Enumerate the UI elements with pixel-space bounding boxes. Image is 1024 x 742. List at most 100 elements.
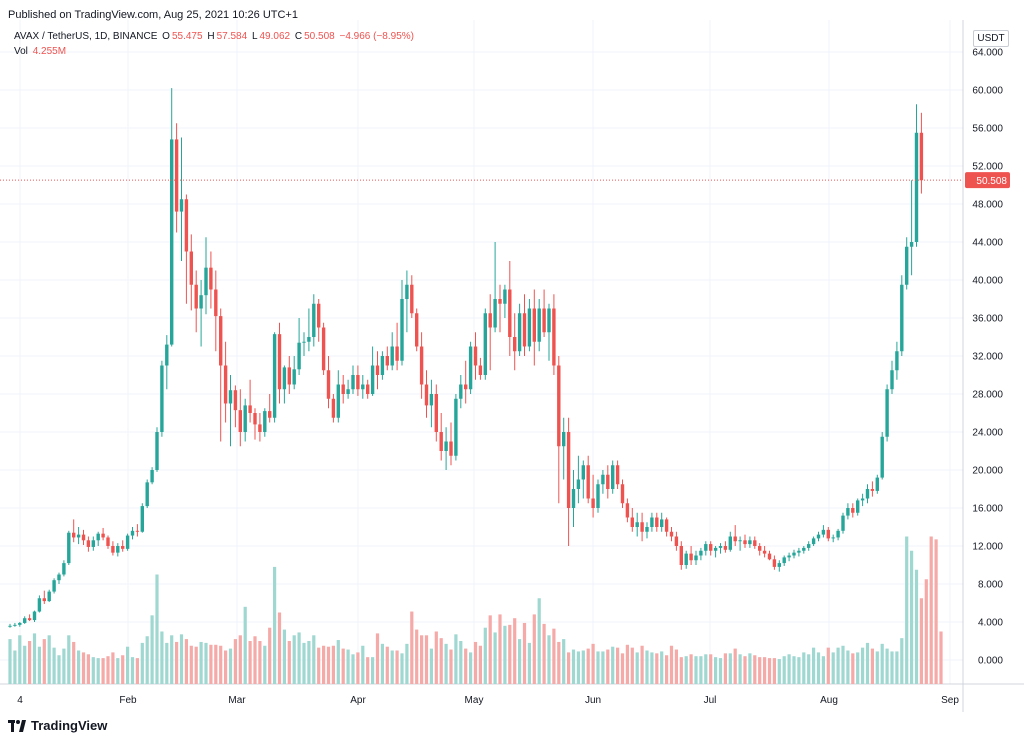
candle[interactable] xyxy=(135,530,140,532)
candle[interactable] xyxy=(890,370,894,390)
candle[interactable] xyxy=(777,563,781,567)
candle[interactable] xyxy=(341,384,345,395)
candle[interactable] xyxy=(214,289,218,317)
candle[interactable] xyxy=(914,132,919,242)
candle[interactable] xyxy=(272,334,277,418)
candle[interactable] xyxy=(72,532,76,538)
candle[interactable] xyxy=(841,515,845,531)
candle[interactable] xyxy=(424,384,429,406)
candle[interactable] xyxy=(566,432,571,508)
candle[interactable] xyxy=(165,344,169,366)
candle[interactable] xyxy=(62,563,66,575)
candle[interactable] xyxy=(493,299,497,328)
candle[interactable] xyxy=(664,519,669,532)
candle[interactable] xyxy=(155,432,159,470)
candle[interactable] xyxy=(42,598,46,602)
tradingview-logo[interactable]: TradingView xyxy=(8,718,107,733)
candle[interactable] xyxy=(645,527,649,532)
candle[interactable] xyxy=(361,384,365,390)
candle[interactable] xyxy=(591,498,595,509)
candle[interactable] xyxy=(385,356,389,366)
candle[interactable] xyxy=(709,544,713,551)
candle[interactable] xyxy=(351,375,355,390)
candle[interactable] xyxy=(655,517,659,528)
candle[interactable] xyxy=(860,498,865,501)
candle[interactable] xyxy=(811,538,816,545)
candle[interactable] xyxy=(8,625,12,627)
vol-label[interactable]: Vol xyxy=(14,46,28,57)
candle[interactable] xyxy=(130,530,135,536)
candle[interactable] xyxy=(581,465,585,480)
candle[interactable] xyxy=(307,337,311,342)
candle[interactable] xyxy=(880,436,884,478)
candle[interactable] xyxy=(219,316,223,366)
candle[interactable] xyxy=(145,482,149,507)
candle[interactable] xyxy=(37,598,42,612)
candle[interactable] xyxy=(733,536,737,542)
candle[interactable] xyxy=(856,500,860,513)
candle[interactable] xyxy=(292,369,296,385)
candle[interactable] xyxy=(630,517,634,528)
candle[interactable] xyxy=(346,389,350,394)
candle[interactable] xyxy=(263,411,267,432)
candle[interactable] xyxy=(410,284,414,314)
candle[interactable] xyxy=(76,534,81,538)
candle[interactable] xyxy=(601,474,605,485)
candle[interactable] xyxy=(851,508,855,513)
candle[interactable] xyxy=(444,441,448,452)
candle[interactable] xyxy=(23,618,27,623)
candle[interactable] xyxy=(317,303,321,328)
candle[interactable] xyxy=(140,506,144,532)
candle[interactable] xyxy=(160,365,164,433)
candle[interactable] xyxy=(52,580,56,592)
candle[interactable] xyxy=(606,474,610,489)
candle[interactable] xyxy=(527,308,532,347)
candle[interactable] xyxy=(900,284,904,352)
candle[interactable] xyxy=(846,508,850,516)
candle[interactable] xyxy=(370,365,375,395)
candle[interactable] xyxy=(885,389,889,437)
candle[interactable] xyxy=(194,284,198,309)
candle[interactable] xyxy=(723,546,728,550)
candle[interactable] xyxy=(13,624,17,626)
candle[interactable] xyxy=(660,519,664,527)
candle[interactable] xyxy=(321,327,326,371)
candle[interactable] xyxy=(238,410,242,432)
candle[interactable] xyxy=(767,553,772,560)
candle[interactable] xyxy=(517,313,522,352)
candle[interactable] xyxy=(640,522,644,532)
candle[interactable] xyxy=(356,375,360,390)
candle[interactable] xyxy=(738,540,742,542)
candle[interactable] xyxy=(718,546,723,548)
candle[interactable] xyxy=(248,405,252,413)
candle[interactable] xyxy=(684,553,688,565)
candle[interactable] xyxy=(513,337,517,352)
candle[interactable] xyxy=(395,346,399,361)
candle[interactable] xyxy=(449,441,453,456)
candle[interactable] xyxy=(268,411,272,418)
candle[interactable] xyxy=(821,529,826,535)
candle[interactable] xyxy=(743,540,747,545)
candle[interactable] xyxy=(380,356,385,375)
candle[interactable] xyxy=(674,536,679,547)
candle[interactable] xyxy=(57,574,61,581)
candle[interactable] xyxy=(366,384,370,395)
symbol-label[interactable]: AVAX / TetherUS, 1D, BINANCE xyxy=(14,31,158,42)
candle[interactable] xyxy=(454,398,458,456)
candle[interactable] xyxy=(468,346,473,390)
candle[interactable] xyxy=(464,384,468,390)
candle[interactable] xyxy=(189,251,193,285)
candle[interactable] xyxy=(552,308,556,366)
candle[interactable] xyxy=(875,477,879,491)
candle[interactable] xyxy=(18,622,22,625)
candle[interactable] xyxy=(287,367,291,385)
candle[interactable] xyxy=(96,533,100,541)
candle[interactable] xyxy=(174,139,179,212)
candle[interactable] xyxy=(611,465,615,489)
candle[interactable] xyxy=(326,370,331,399)
candle[interactable] xyxy=(116,546,120,553)
candle[interactable] xyxy=(390,346,394,366)
candle[interactable] xyxy=(797,550,801,553)
candle[interactable] xyxy=(753,540,757,546)
